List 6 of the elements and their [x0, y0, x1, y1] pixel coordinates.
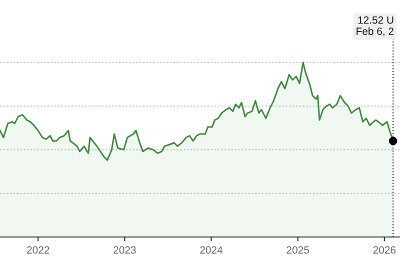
- text: 12.52 U Feb 6, 2: [356, 16, 394, 36]
- x-tick-label: 2024: [200, 246, 223, 254]
- x-tick-label: 2025: [286, 246, 309, 254]
- x-tick-label: 2026: [373, 246, 396, 254]
- x-tick-label: 2022: [27, 246, 50, 254]
- x-tick-label: 2023: [114, 246, 136, 254]
